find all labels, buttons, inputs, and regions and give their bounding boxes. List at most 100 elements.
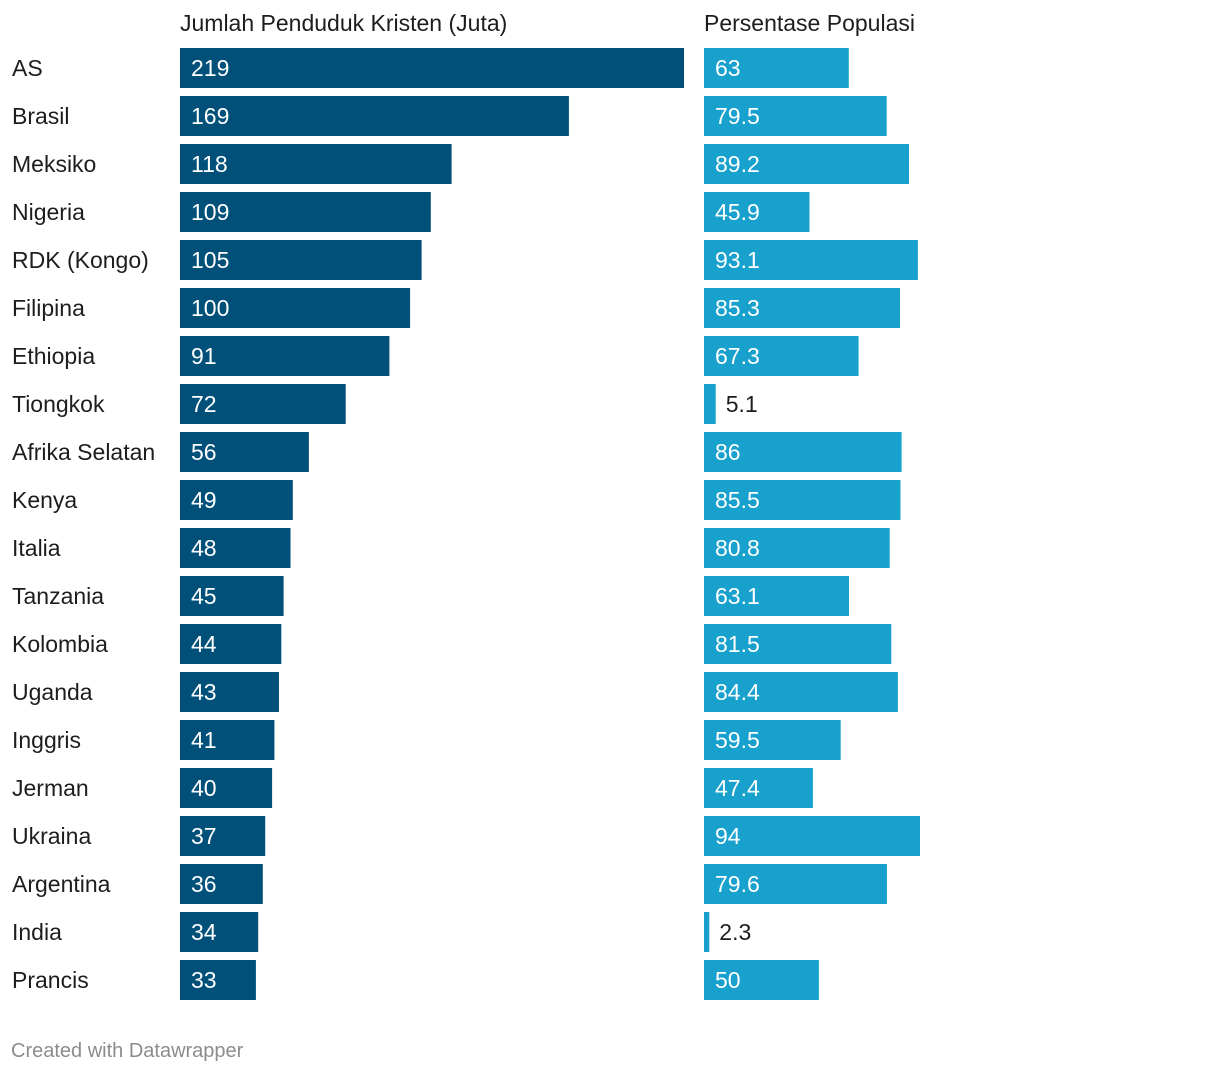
country-label: Prancis <box>12 967 89 993</box>
country-label: India <box>12 919 62 945</box>
data-label-christian-population: 100 <box>191 295 229 321</box>
data-label-christian-population: 91 <box>191 343 217 369</box>
data-label-christian-population: 72 <box>191 391 217 417</box>
data-label-population-percentage: 67.3 <box>715 343 760 369</box>
country-label: Afrika Selatan <box>12 439 155 465</box>
bar-population-percentage <box>704 48 849 88</box>
country-label: Italia <box>12 535 61 561</box>
data-label-population-percentage: 50 <box>715 967 741 993</box>
data-label-population-percentage: 80.8 <box>715 535 760 561</box>
column-title-percentage: Persentase Populasi <box>704 10 915 36</box>
bar-christian-population <box>180 336 390 376</box>
bar-christian-population <box>180 624 282 664</box>
bar-christian-population <box>180 960 256 1000</box>
country-label: Meksiko <box>12 151 96 177</box>
data-label-population-percentage: 2.3 <box>719 919 751 945</box>
country-label: RDK (Kongo) <box>12 247 149 273</box>
data-label-christian-population: 169 <box>191 103 229 129</box>
bar-christian-population <box>180 576 284 616</box>
data-label-population-percentage: 79.5 <box>715 103 760 129</box>
bar-population-percentage <box>704 480 901 520</box>
data-label-christian-population: 33 <box>191 967 217 993</box>
bar-christian-population <box>180 480 293 520</box>
bar-christian-population <box>180 384 346 424</box>
bar-population-percentage <box>704 816 920 856</box>
country-label: Filipina <box>12 295 85 321</box>
data-label-population-percentage: 5.1 <box>726 391 758 417</box>
data-label-population-percentage: 94 <box>715 823 741 849</box>
bar-christian-population <box>180 192 431 232</box>
data-label-population-percentage: 63.1 <box>715 583 760 609</box>
data-label-christian-population: 40 <box>191 775 217 801</box>
country-label: Argentina <box>12 871 111 897</box>
data-label-christian-population: 105 <box>191 247 229 273</box>
bar-population-percentage <box>704 192 810 232</box>
bar-population-percentage <box>704 144 909 184</box>
bar-chart: Jumlah Penduduk Kristen (Juta) Persentase… <box>12 10 920 1000</box>
column-title-count: Jumlah Penduduk Kristen (Juta) <box>180 10 507 36</box>
bar-christian-population <box>180 672 279 712</box>
country-label: Nigeria <box>12 199 85 225</box>
bar-christian-population <box>180 96 569 136</box>
data-label-christian-population: 36 <box>191 871 217 897</box>
bar-population-percentage <box>704 720 841 760</box>
bar-population-percentage <box>704 864 887 904</box>
data-label-christian-population: 41 <box>191 727 217 753</box>
data-label-christian-population: 43 <box>191 679 217 705</box>
bar-population-percentage <box>704 768 813 808</box>
bar-christian-population <box>180 864 263 904</box>
data-label-christian-population: 49 <box>191 487 217 513</box>
country-label: Uganda <box>12 679 93 705</box>
data-label-christian-population: 37 <box>191 823 217 849</box>
data-label-population-percentage: 85.3 <box>715 295 760 321</box>
country-label: Ukraina <box>12 823 91 849</box>
bar-population-percentage <box>704 624 892 664</box>
bar-population-percentage <box>704 240 918 280</box>
data-label-population-percentage: 59.5 <box>715 727 760 753</box>
bar-christian-population <box>180 720 275 760</box>
bar-christian-population <box>180 816 266 856</box>
bar-population-percentage <box>704 960 819 1000</box>
country-label: AS <box>12 55 43 81</box>
bar-christian-population <box>180 144 452 184</box>
country-label: Inggris <box>12 727 81 753</box>
data-label-population-percentage: 79.6 <box>715 871 760 897</box>
country-label: Jerman <box>12 775 89 801</box>
bar-population-percentage <box>704 912 710 952</box>
country-label: Tiongkok <box>12 391 105 417</box>
bar-christian-population <box>180 528 291 568</box>
bar-population-percentage <box>704 336 859 376</box>
data-label-population-percentage: 89.2 <box>715 151 760 177</box>
data-label-population-percentage: 86 <box>715 439 741 465</box>
data-label-population-percentage: 84.4 <box>715 679 760 705</box>
bar-population-percentage <box>704 576 849 616</box>
data-label-christian-population: 219 <box>191 55 229 81</box>
country-label: Tanzania <box>12 583 104 609</box>
data-label-population-percentage: 45.9 <box>715 199 760 225</box>
data-label-population-percentage: 85.5 <box>715 487 760 513</box>
bar-population-percentage <box>704 528 890 568</box>
bar-christian-population <box>180 768 273 808</box>
bar-christian-population <box>180 48 684 88</box>
data-label-christian-population: 44 <box>191 631 217 657</box>
footer-credit: Created with Datawrapper <box>11 1040 244 1062</box>
country-label: Kenya <box>12 487 77 513</box>
data-label-population-percentage: 47.4 <box>715 775 760 801</box>
bar-christian-population <box>180 432 309 472</box>
data-label-christian-population: 118 <box>191 151 228 177</box>
bar-christian-population <box>180 912 259 952</box>
data-label-population-percentage: 93.1 <box>715 247 760 273</box>
country-label: Kolombia <box>12 631 108 657</box>
data-label-christian-population: 34 <box>191 919 217 945</box>
bar-population-percentage <box>704 384 716 424</box>
data-label-christian-population: 45 <box>191 583 217 609</box>
data-label-christian-population: 48 <box>191 535 217 561</box>
bar-christian-population <box>180 288 411 328</box>
data-label-christian-population: 109 <box>191 199 229 225</box>
bar-population-percentage <box>704 96 887 136</box>
data-label-christian-population: 56 <box>191 439 217 465</box>
bar-population-percentage <box>704 432 902 472</box>
data-label-population-percentage: 63 <box>715 55 741 81</box>
bar-population-percentage <box>704 672 898 712</box>
country-label: Ethiopia <box>12 343 95 369</box>
